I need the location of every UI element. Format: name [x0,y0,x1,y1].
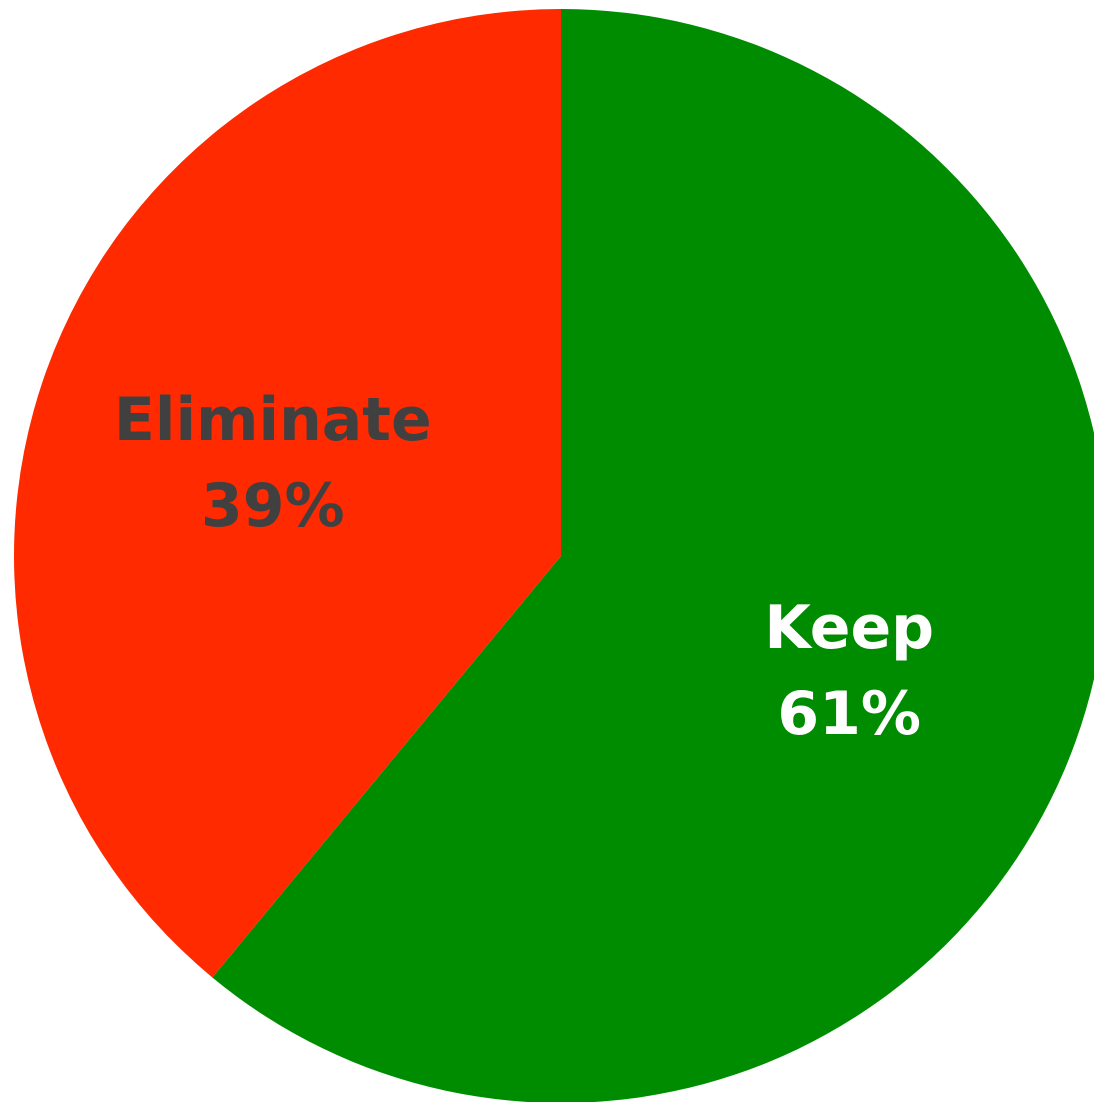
slice-label-eliminate: Eliminate [114,385,432,455]
pie-slices [13,9,1094,1102]
slice-value-eliminate: 39% [201,471,345,541]
pie-labels: Keep 61% Eliminate 39% [114,385,934,749]
slice-label-keep: Keep [764,593,934,663]
pie-slice-eliminate [13,9,562,978]
pie-slice-keep [212,9,1094,1102]
slice-value-keep: 61% [777,679,921,749]
